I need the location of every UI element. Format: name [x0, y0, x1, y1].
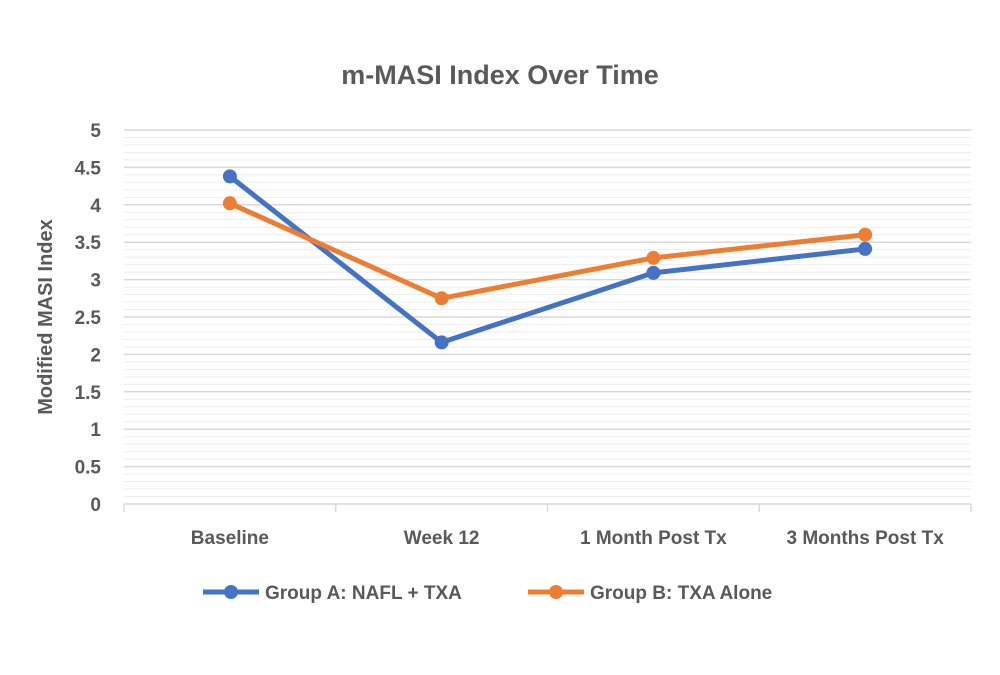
y-axis-label: Modified MASI Index	[35, 219, 57, 415]
y-tick-label: 2	[90, 345, 101, 366]
x-tick-label: Baseline	[191, 528, 269, 549]
y-tick-label: 3.5	[75, 233, 102, 254]
y-tick-label: 4	[90, 196, 101, 217]
series-group-a	[222, 169, 873, 350]
y-tick-label: 4.5	[75, 158, 102, 179]
legend-label: Group A: NAFL + TXA	[265, 583, 462, 604]
legend-label: Group B: TXA Alone	[590, 583, 772, 604]
series-line	[228, 201, 866, 301]
legend-item: Group B: TXA Alone	[528, 583, 772, 604]
data-point	[858, 241, 873, 256]
y-tick-label: 2.5	[75, 308, 102, 329]
y-tick-label: 5	[90, 121, 101, 142]
data-point	[222, 196, 237, 211]
series-group-b	[222, 196, 873, 306]
y-tick-label: 0.5	[75, 458, 102, 479]
y-tick-label: 1	[90, 420, 101, 441]
chart-title: m-MASI Index Over Time	[341, 60, 659, 90]
y-tick-label: 1.5	[75, 383, 102, 404]
series-line	[228, 174, 866, 345]
legend-marker	[224, 585, 238, 599]
legend-marker	[549, 585, 563, 599]
y-tick-label: 0	[90, 495, 101, 516]
x-tick-label: 1 Month Post Tx	[580, 528, 727, 549]
y-tick-label: 3	[90, 271, 101, 292]
data-point	[858, 227, 873, 242]
data-point	[646, 250, 661, 265]
legend-item: Group A: NAFL + TXA	[203, 583, 462, 604]
data-point	[434, 335, 449, 350]
x-tick-label: Week 12	[404, 528, 480, 549]
data-point	[434, 291, 449, 306]
data-point	[222, 169, 237, 184]
data-point	[646, 265, 661, 280]
x-tick-label: 3 Months Post Tx	[786, 528, 944, 549]
